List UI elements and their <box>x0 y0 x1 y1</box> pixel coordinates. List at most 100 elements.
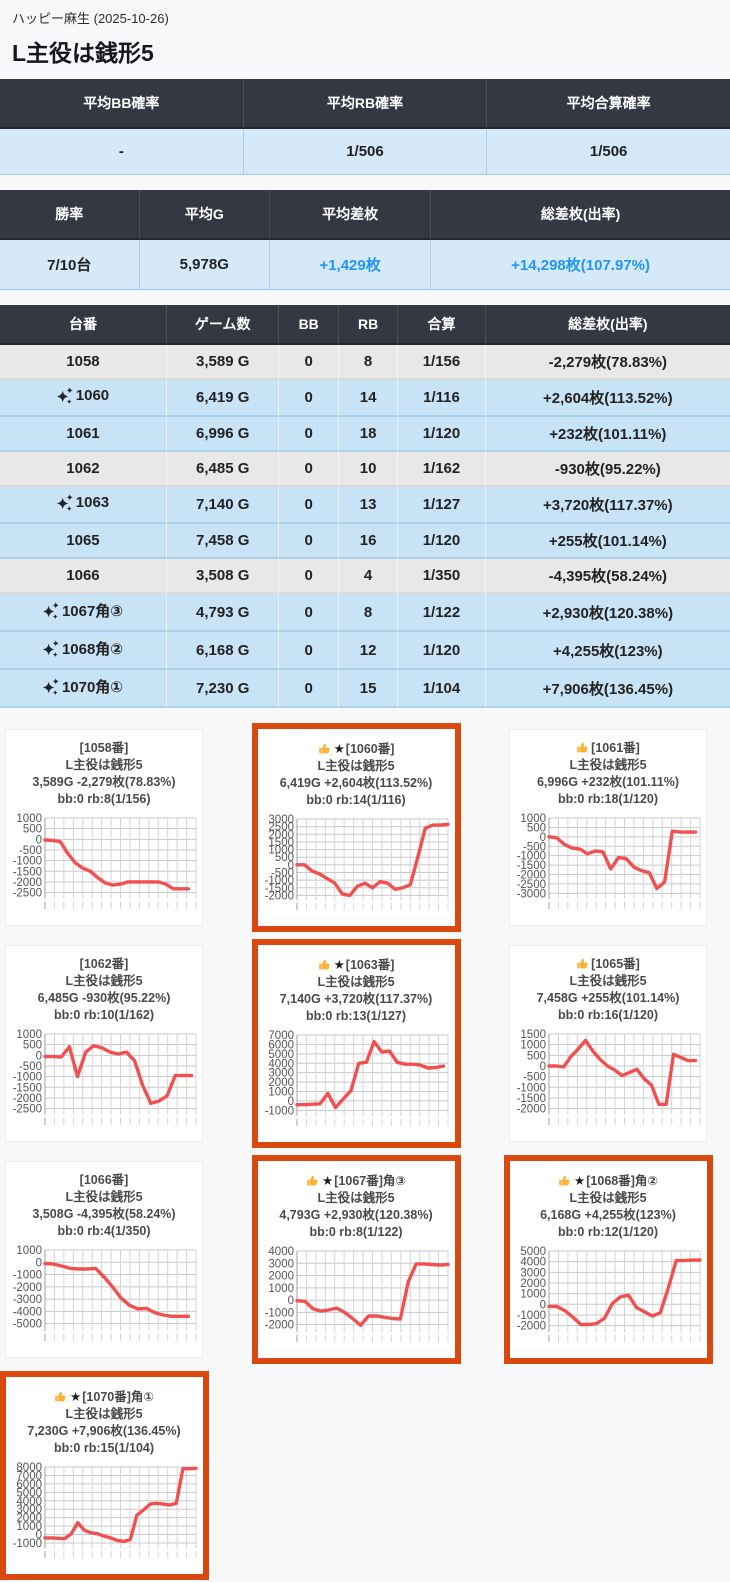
svg-text:0: 0 <box>36 1050 42 1062</box>
chart-unit-label: [1070番]角① <box>82 1390 154 1404</box>
chart-stats-line: 6,485G -930枚(95.22%) <box>37 991 171 1005</box>
machine-chart-card-1066[interactable]: [1066番] L主役は銭形5 3,508G -4,395枚(58.24%) bb:0… <box>5 1161 203 1358</box>
machine-chart-card-1067[interactable]: ★[1067番]角③ L主役は銭形5 4,793G +2,930枚(120.38%)… <box>251 1155 461 1364</box>
machine-chart-card-1065[interactable]: [1065番] L主役は銭形5 7,458G +255枚(101.14%) bb:0 … <box>509 945 707 1142</box>
unit-cell: 1058 <box>0 345 167 380</box>
machine-chart-card-1063[interactable]: ★[1063番] L主役は銭形5 7,140G +3,720枚(117.37%) bb… <box>251 939 461 1148</box>
unit-number: 1063 <box>56 493 109 512</box>
svg-text:7000: 7000 <box>268 1030 294 1042</box>
svg-text:3000: 3000 <box>268 1258 294 1270</box>
machine-chart-card-1068[interactable]: ★[1068番]角② L主役は銭形5 6,168G +4,255枚(123%) bb:… <box>503 1155 713 1364</box>
chart-bonus-line: bb:0 rb:4(1/350) <box>57 1224 151 1238</box>
unit-cell: 1070角① <box>0 670 167 708</box>
stats-header-row: 勝率 平均G 平均差枚 総差枚(出率) <box>0 190 730 240</box>
machine-chart-card-1061[interactable]: [1061番] L主役は銭形5 6,996G +232枚(101.11%) bb:0 … <box>509 729 707 926</box>
svg-text:2500: 2500 <box>268 822 294 834</box>
machine-header-row: 台番 ゲーム数 BB RB 合算 総差枚(出率) <box>0 305 730 345</box>
table-row: 1061 6,996 G 0 18 1/120 +232枚(101.11%) <box>0 417 730 452</box>
rb-cell: 4 <box>338 559 399 594</box>
svg-text:7000: 7000 <box>16 1470 42 1482</box>
chart-title: ★[1068番]角② L主役は銭形5 6,168G +4,255枚(123%) bb:… <box>510 1173 707 1241</box>
svg-text:1000: 1000 <box>268 845 294 857</box>
rb-cell: 16 <box>338 524 399 559</box>
unit-number: 1068角② <box>42 638 123 659</box>
thumbs-up-icon <box>55 1391 66 1402</box>
chart-title-line: [1066番] <box>6 1172 202 1189</box>
chart-title-line: ★[1070番]角① <box>6 1389 203 1406</box>
diff-cell: +2,604枚(113.52%) <box>485 380 730 417</box>
chart-bonus-line: bb:0 rb:13(1/127) <box>305 1009 407 1023</box>
chart-bonus-line: bb:0 rb:14(1/116) <box>306 793 406 807</box>
svg-text:-3000: -3000 <box>517 888 546 900</box>
summary-value: 1/506 <box>487 129 730 175</box>
gassan-cell: 1/350 <box>398 559 486 594</box>
table-row: 1066 3,508 G 0 4 1/350 -4,395枚(58.24%) <box>0 559 730 594</box>
svg-text:4000: 4000 <box>268 1058 294 1070</box>
svg-text:-500: -500 <box>19 1061 42 1073</box>
machine-chart-card-1058[interactable]: [1058番] L主役は銭形5 3,589G -2,279枚(78.83%) bb:0… <box>5 729 203 926</box>
rb-cell: 12 <box>338 632 399 670</box>
svg-text:1000: 1000 <box>16 1521 42 1533</box>
games-cell: 7,140 G <box>166 487 280 524</box>
svg-text:-2000: -2000 <box>517 1104 546 1116</box>
sparkle-icon <box>42 640 59 658</box>
column-header: BB <box>279 305 339 345</box>
chart-title: [1062番] L主役は銭形5 6,485G -930枚(95.22%) bb:0 r… <box>6 956 202 1024</box>
chart-bonus-line: bb:0 rb:8(1/156) <box>57 792 151 806</box>
svg-text:500: 500 <box>275 852 294 864</box>
table-row: 1070角① 7,230 G 0 15 1/104 +7,906枚(136.45%) <box>0 670 730 708</box>
svg-text:500: 500 <box>527 822 546 834</box>
slump-line <box>43 1261 191 1319</box>
bb-cell: 0 <box>279 452 339 487</box>
svg-text:500: 500 <box>23 1040 42 1052</box>
chart-title: ★[1067番]角③ L主役は銭形5 4,793G +2,930枚(120.38%)… <box>258 1173 455 1241</box>
machine-chart-card-1062[interactable]: [1062番] L主役は銭形5 6,485G -930枚(95.22%) bb:0 r… <box>5 945 203 1142</box>
svg-text:2000: 2000 <box>268 1077 294 1089</box>
svg-text:-2500: -2500 <box>13 1104 42 1116</box>
bb-cell: 0 <box>279 632 339 670</box>
games-cell: 7,458 G <box>166 524 280 559</box>
column-header: 平均RB確率 <box>243 79 488 129</box>
chart-unit-label: [1067番]角③ <box>334 1174 406 1188</box>
table-row: 1068角② 6,168 G 0 12 1/120 +4,255枚(123%) <box>0 632 730 670</box>
unit-number: 1070角① <box>42 676 123 697</box>
svg-text:1000: 1000 <box>520 813 546 825</box>
unit-cell: 1063 <box>0 487 167 524</box>
chart-bonus-line: bb:0 rb:15(1/104) <box>53 1441 155 1455</box>
svg-text:1000: 1000 <box>268 1087 294 1099</box>
chart-title-line: ★[1060番] <box>258 741 455 758</box>
games-cell: 3,589 G <box>166 345 280 380</box>
star-icon: ★ <box>574 1174 586 1188</box>
machine-chart-card-1070[interactable]: ★[1070番]角① L主役は銭形5 7,230G +7,906枚(136.45%)… <box>0 1371 209 1580</box>
svg-text:-2000: -2000 <box>517 1321 546 1333</box>
svg-text:4000: 4000 <box>520 1257 546 1269</box>
column-header: 総差枚(出率) <box>431 190 730 240</box>
chart-stats-line: 6,996G +232枚(101.11%) <box>536 775 680 789</box>
gassan-cell: 1/104 <box>398 670 486 708</box>
svg-text:6000: 6000 <box>268 1039 294 1051</box>
unit-label: 1061 <box>66 425 100 442</box>
unit-number: 1058 <box>66 353 99 370</box>
svg-text:1000: 1000 <box>520 1289 546 1301</box>
svg-text:-500: -500 <box>271 867 294 879</box>
column-header: 総差枚(出率) <box>485 305 730 345</box>
svg-text:0: 0 <box>36 834 42 846</box>
machine-chart-card-1060[interactable]: ★[1060番] L主役は銭形5 6,419G +2,604枚(113.52%) bb… <box>251 723 461 932</box>
bb-cell: 0 <box>279 487 339 524</box>
svg-text:6000: 6000 <box>16 1479 42 1491</box>
column-header: 勝率 <box>0 190 140 240</box>
svg-text:-2000: -2000 <box>13 877 42 889</box>
gassan-cell: 1/162 <box>398 452 486 487</box>
gassan-cell: 1/127 <box>398 487 486 524</box>
thumbs-up-icon <box>307 1175 318 1186</box>
svg-text:5000: 5000 <box>520 1246 546 1258</box>
svg-text:-500: -500 <box>523 1072 546 1084</box>
summary-value: 1/506 <box>243 129 488 175</box>
gassan-cell: 1/120 <box>398 417 486 452</box>
unit-cell: 1066 <box>0 559 167 594</box>
svg-text:500: 500 <box>527 1050 546 1062</box>
bb-cell: 0 <box>279 594 339 632</box>
svg-text:3000: 3000 <box>268 1068 294 1080</box>
